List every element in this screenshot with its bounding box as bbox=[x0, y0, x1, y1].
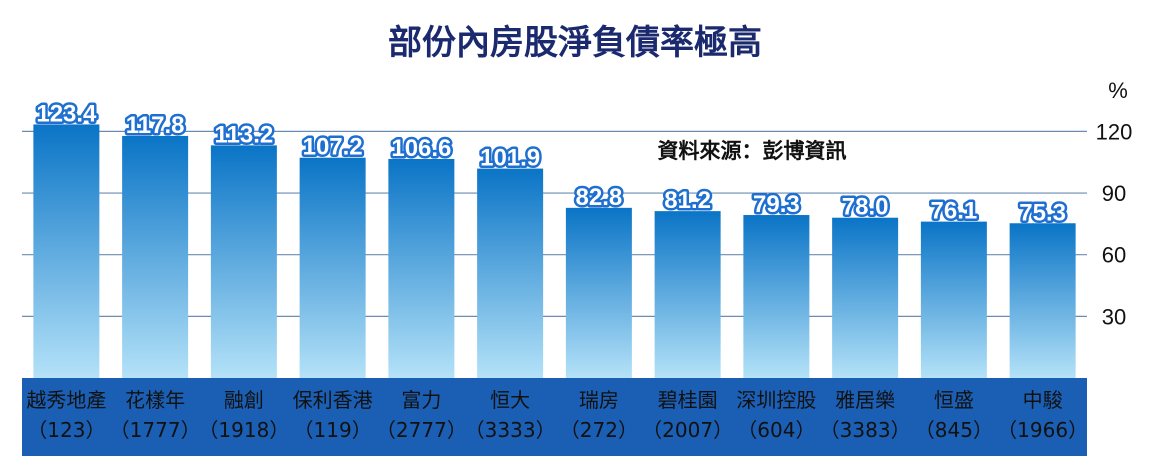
category-code: （845） bbox=[915, 418, 993, 442]
category-code: （3333） bbox=[465, 418, 556, 442]
y-tick-label: 90 bbox=[1102, 181, 1126, 206]
category-name: 越秀地產 bbox=[26, 388, 106, 412]
bar bbox=[477, 168, 544, 378]
category-code: （2777） bbox=[376, 418, 467, 442]
bar bbox=[122, 135, 189, 378]
value-labels: 123.4 117.8 113.2 107.2 106.6 101.9 82.8 81.2 79… bbox=[34, 98, 1069, 229]
bar bbox=[299, 157, 366, 378]
data-label: 113.2 bbox=[215, 121, 274, 148]
data-label: 107.2 bbox=[303, 134, 363, 161]
category-name: 恒大 bbox=[490, 388, 530, 412]
data-label: 123.4 bbox=[36, 100, 97, 127]
gridlines bbox=[22, 130, 1087, 317]
bar bbox=[832, 217, 899, 378]
bar bbox=[33, 124, 100, 379]
data-label: 117.8 bbox=[126, 112, 185, 139]
data-label: 76.1 bbox=[931, 198, 978, 225]
category-name: 碧桂園 bbox=[658, 388, 718, 412]
data-label: 75.3 bbox=[1019, 199, 1066, 226]
bar bbox=[388, 158, 455, 378]
data-label: 78.0 bbox=[842, 194, 889, 221]
bar bbox=[210, 145, 277, 378]
category-name: 中駿 bbox=[1023, 388, 1063, 412]
source-note: 資料來源：彭博資訊 bbox=[658, 138, 847, 163]
category-code: （119） bbox=[294, 418, 372, 442]
category-code: （123） bbox=[27, 418, 105, 442]
y-tick-label: 30 bbox=[1102, 304, 1126, 329]
category-code: （604） bbox=[737, 418, 815, 442]
category-name: 瑞房 bbox=[579, 388, 619, 412]
unit-label: % bbox=[1108, 78, 1128, 103]
category-code: （1966） bbox=[997, 418, 1088, 442]
category-band bbox=[22, 378, 1087, 456]
category-code: （3383） bbox=[820, 418, 911, 442]
category-name: 富力 bbox=[401, 388, 441, 412]
y-tick-label: 120 bbox=[1096, 119, 1133, 144]
bar bbox=[565, 207, 632, 378]
y-axis-ticks: 30 60 90 120 bbox=[1096, 119, 1133, 329]
category-code: （2007） bbox=[642, 418, 733, 442]
bar bbox=[920, 221, 987, 378]
category-name: 保利香港 bbox=[293, 388, 373, 412]
bar bbox=[743, 215, 810, 378]
bar bbox=[1009, 223, 1076, 378]
data-label: 106.6 bbox=[391, 135, 451, 162]
category-code: （1777） bbox=[110, 418, 201, 442]
chart-title: 部份內房股淨負債率極高 bbox=[388, 23, 762, 63]
category-code: （272） bbox=[560, 418, 638, 442]
category-name: 深圳控股 bbox=[736, 388, 816, 412]
bar bbox=[654, 211, 721, 378]
category-code: （1918） bbox=[198, 418, 289, 442]
category-labels: 越秀地產 （123） 花樣年 （1777） 融創 （1918）保利香港 （119） 富力 （27… bbox=[26, 388, 1088, 442]
category-name: 恒盛 bbox=[934, 388, 974, 412]
data-label: 82.8 bbox=[576, 184, 623, 211]
category-name: 花樣年 bbox=[125, 388, 185, 412]
y-tick-label: 60 bbox=[1102, 243, 1126, 268]
data-label: 81.2 bbox=[664, 187, 711, 214]
data-label: 79.3 bbox=[753, 191, 800, 218]
bars bbox=[33, 124, 1076, 379]
category-name: 雅居樂 bbox=[835, 388, 895, 412]
category-name: 融創 bbox=[224, 388, 264, 412]
data-label: 101.9 bbox=[480, 145, 540, 172]
